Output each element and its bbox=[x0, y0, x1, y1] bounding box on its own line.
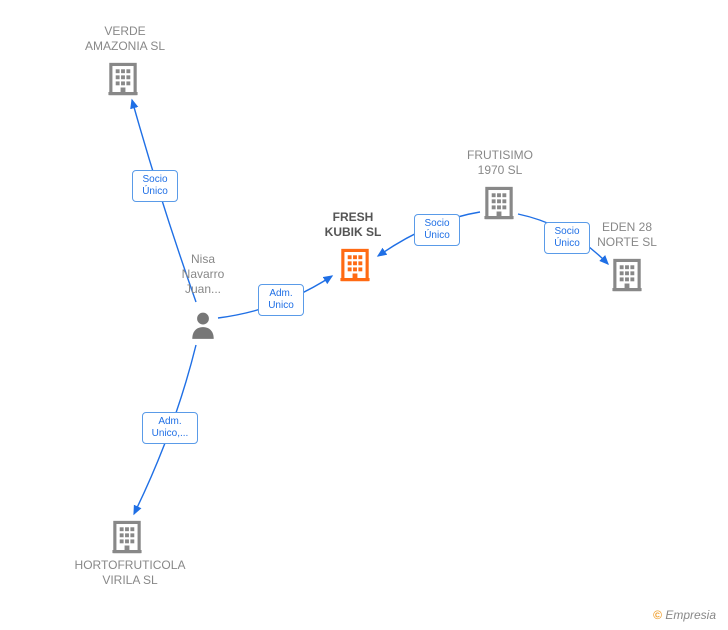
edge-label-socio-unico: Socio Único bbox=[132, 170, 178, 202]
node-label-verde: VERDE AMAZONIA SL bbox=[70, 24, 180, 54]
node-label-eden: EDEN 28 NORTE SL bbox=[582, 220, 672, 250]
building-icon bbox=[484, 186, 514, 225]
building-icon bbox=[612, 258, 642, 297]
building-icon bbox=[108, 62, 138, 101]
node-label-person: Nisa Navarro Juan... bbox=[168, 252, 238, 297]
node-label-horto: HORTOFRUTICOLA VIRILA SL bbox=[60, 558, 200, 588]
watermark: © Empresia bbox=[653, 608, 716, 622]
brand-name: Empresia bbox=[665, 608, 716, 622]
edge-label-adm-unico: Adm. Unico,... bbox=[142, 412, 198, 444]
building-icon bbox=[112, 520, 142, 559]
building-icon bbox=[340, 248, 370, 287]
edge-label-socio-unico: Socio Único bbox=[544, 222, 590, 254]
edge-label-socio-unico: Socio Único bbox=[414, 214, 460, 246]
edge-label-adm-unico: Adm. Unico bbox=[258, 284, 304, 316]
node-label-frutisimo: FRUTISIMO 1970 SL bbox=[450, 148, 550, 178]
node-label-fresh: FRESH KUBIK SL bbox=[308, 210, 398, 240]
copyright-symbol: © bbox=[653, 608, 662, 622]
person-icon bbox=[190, 310, 216, 345]
